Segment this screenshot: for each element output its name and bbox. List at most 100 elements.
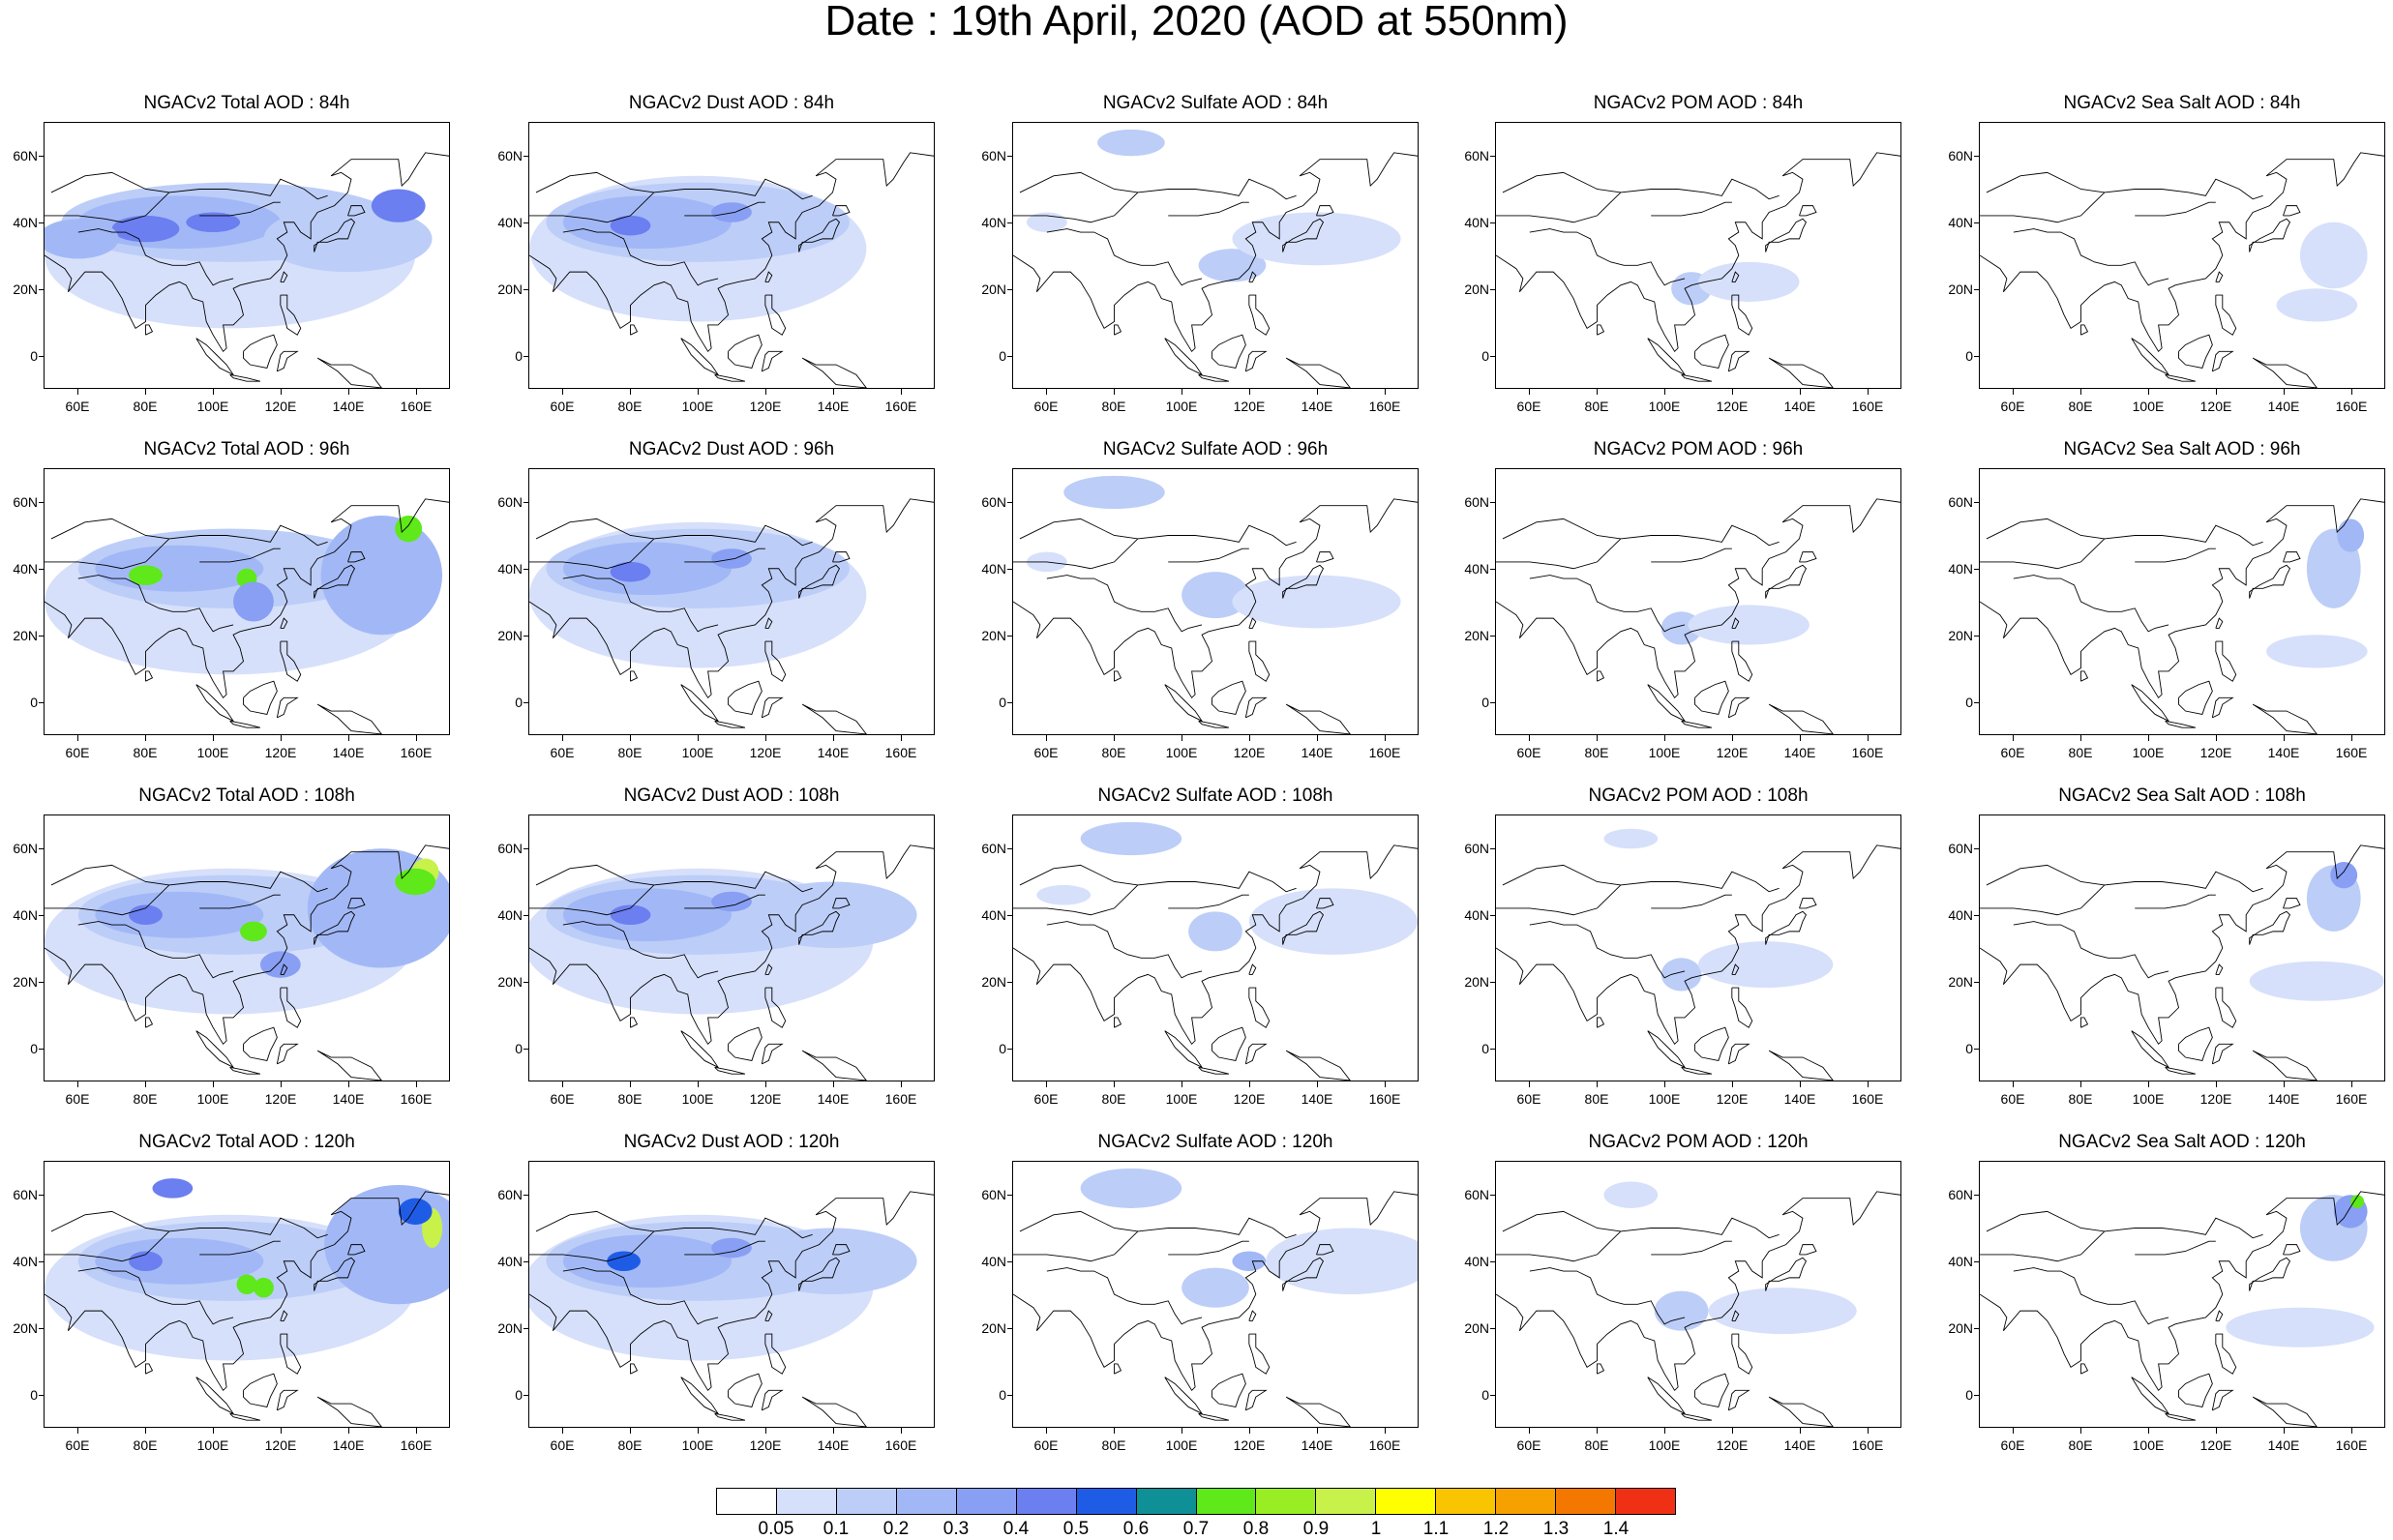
coastline bbox=[45, 152, 449, 353]
coastline bbox=[2215, 271, 2224, 282]
lon-tick-label: 140E bbox=[1301, 1437, 1333, 1453]
coastlines bbox=[1980, 498, 2384, 734]
coastline bbox=[199, 201, 281, 217]
colorbar-swatch bbox=[717, 1489, 777, 1514]
lon-tick bbox=[2351, 1428, 2352, 1434]
aod-blob bbox=[398, 1198, 433, 1226]
aod-blob bbox=[2337, 518, 2365, 552]
lon-tick-label: 120E bbox=[749, 745, 782, 760]
coastlines bbox=[529, 1191, 934, 1427]
lon-tick-label: 60E bbox=[1033, 745, 1059, 760]
coastline bbox=[2131, 684, 2170, 723]
coastline bbox=[243, 1373, 278, 1407]
lon-tick-label: 60E bbox=[1033, 399, 1059, 414]
lon-tick bbox=[698, 389, 699, 395]
lat-tick bbox=[1490, 1260, 1495, 1262]
coastline bbox=[801, 703, 867, 734]
map-panel-pom bbox=[1495, 1161, 1901, 1428]
coastline bbox=[764, 617, 773, 629]
aod-field bbox=[45, 1178, 449, 1361]
lat-tick bbox=[1490, 847, 1495, 849]
aod-blob bbox=[711, 548, 752, 569]
coastline bbox=[1248, 640, 1271, 682]
lat-tick-label: 20N bbox=[497, 1319, 523, 1336]
lon-tick-label: 80E bbox=[1101, 1437, 1126, 1453]
coastline bbox=[1164, 1030, 1204, 1069]
lat-tick bbox=[1974, 568, 1979, 570]
lat-tick bbox=[39, 288, 44, 290]
coastline bbox=[1980, 871, 2263, 916]
lon-tick bbox=[1385, 735, 1386, 741]
lon-tick-label: 80E bbox=[2068, 745, 2093, 760]
lon-tick bbox=[1732, 1081, 1733, 1087]
coastline bbox=[1651, 201, 1732, 217]
lon-tick bbox=[698, 735, 699, 741]
lat-tick-label: 40N bbox=[497, 1253, 523, 1269]
colorbar-swatch bbox=[896, 1489, 957, 1514]
lat-tick-label: 40N bbox=[13, 214, 38, 230]
lat-tick-label: 20N bbox=[1464, 973, 1489, 990]
lon-tick bbox=[213, 735, 214, 741]
lon-tick bbox=[1732, 735, 1733, 741]
coastline bbox=[2135, 1240, 2216, 1256]
aod-blob bbox=[371, 189, 426, 222]
lat-tick-label: 20N bbox=[1464, 281, 1489, 297]
lat-tick-label: 0 bbox=[30, 347, 38, 364]
coastline bbox=[77, 921, 234, 979]
coastline bbox=[2283, 551, 2301, 563]
panel-title: NGACv2 Sulfate AOD : 84h bbox=[1102, 93, 1329, 113]
lon-tick-label: 100E bbox=[2132, 745, 2165, 760]
aod-field bbox=[1603, 828, 1834, 992]
lat-tick-label: 20N bbox=[1948, 627, 1973, 643]
coastline bbox=[2135, 201, 2216, 217]
lat-tick-label: 0 bbox=[1965, 1040, 1973, 1056]
colorbar-swatch bbox=[1496, 1489, 1557, 1514]
coastline bbox=[562, 921, 719, 979]
lon-tick bbox=[630, 735, 631, 741]
lon-tick-label: 60E bbox=[2000, 1437, 2025, 1453]
coastlines bbox=[1013, 844, 1418, 1081]
colorbar-label: 0.05 bbox=[758, 1519, 794, 1539]
coastline bbox=[832, 205, 851, 217]
colorbar-swatch bbox=[1076, 1489, 1137, 1514]
panel-title: NGACv2 Total AOD : 120h bbox=[138, 1132, 355, 1152]
lon-tick-label: 160E bbox=[2335, 1437, 2368, 1453]
lon-tick-label: 60E bbox=[1516, 1437, 1541, 1453]
aod-field bbox=[1036, 821, 1418, 955]
panel-title: NGACv2 Dust AOD : 96h bbox=[628, 439, 835, 459]
lon-tick bbox=[1046, 1081, 1047, 1087]
lon-tick-label: 80E bbox=[2068, 1437, 2093, 1453]
coastline bbox=[728, 1026, 763, 1061]
coastline bbox=[1282, 218, 1325, 252]
coastline bbox=[1164, 1377, 1204, 1415]
aod-field bbox=[45, 848, 449, 1015]
coastline bbox=[1727, 696, 1750, 719]
coastline bbox=[195, 1377, 235, 1415]
coastline bbox=[1248, 617, 1257, 629]
coastline bbox=[1013, 1191, 1418, 1392]
coastline bbox=[832, 898, 851, 909]
lat-tick bbox=[1007, 1048, 1012, 1050]
colorbar-swatch bbox=[836, 1489, 897, 1514]
lon-tick-label: 160E bbox=[1368, 399, 1401, 414]
lat-tick bbox=[1007, 847, 1012, 849]
lon-tick bbox=[348, 1081, 349, 1087]
lat-tick bbox=[523, 501, 528, 503]
coastline bbox=[1502, 518, 1621, 540]
coastline bbox=[45, 1217, 328, 1262]
aod-blob bbox=[2249, 961, 2384, 1001]
coastline bbox=[199, 548, 281, 563]
aod-field bbox=[2226, 1195, 2375, 1348]
lon-tick-label: 60E bbox=[2000, 1091, 2025, 1107]
colorbar-swatch bbox=[776, 1489, 837, 1514]
coastline bbox=[2178, 1026, 2213, 1061]
coastline bbox=[195, 684, 235, 723]
lat-tick bbox=[523, 1394, 528, 1396]
aod-field bbox=[2266, 518, 2368, 668]
lat-tick bbox=[39, 568, 44, 570]
coastline bbox=[1799, 898, 1817, 909]
lat-tick-label: 60N bbox=[13, 1186, 38, 1202]
lon-tick-label: 100E bbox=[2132, 1437, 2165, 1453]
coastline bbox=[714, 1066, 746, 1075]
coastlines bbox=[1980, 152, 2384, 388]
